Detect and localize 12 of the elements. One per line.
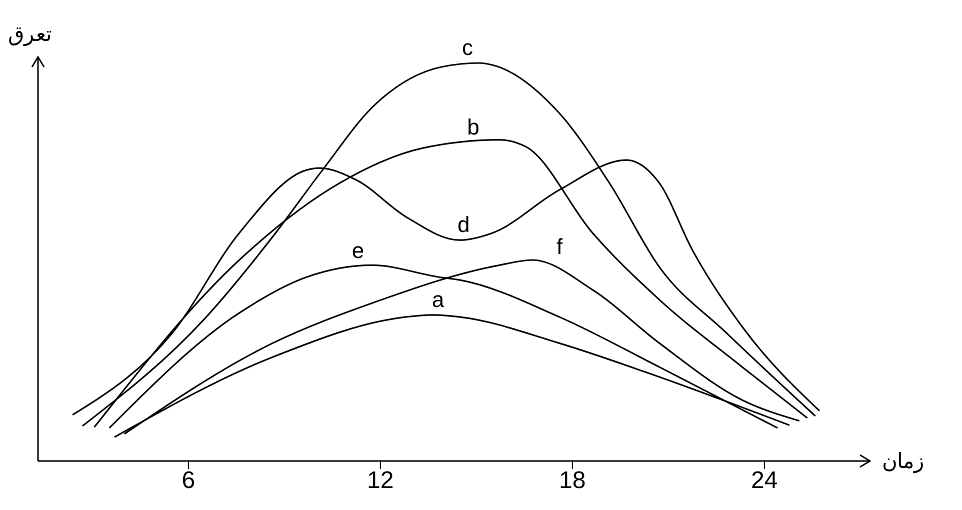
- annotation: e: [352, 238, 364, 263]
- annotation: f: [556, 234, 564, 259]
- annotation: c: [462, 35, 473, 60]
- x-tick-label: 12: [367, 467, 394, 494]
- x-axis-title: زمان: [882, 450, 924, 474]
- y-axis-title: تعرق: [8, 23, 52, 47]
- annotation: b: [467, 114, 480, 140]
- x-tick-label: 18: [559, 467, 586, 494]
- x-tick-label: 24: [751, 467, 778, 494]
- annotation: a: [432, 286, 445, 312]
- annotation: d: [457, 212, 470, 238]
- x-tick-label: 6: [182, 467, 196, 494]
